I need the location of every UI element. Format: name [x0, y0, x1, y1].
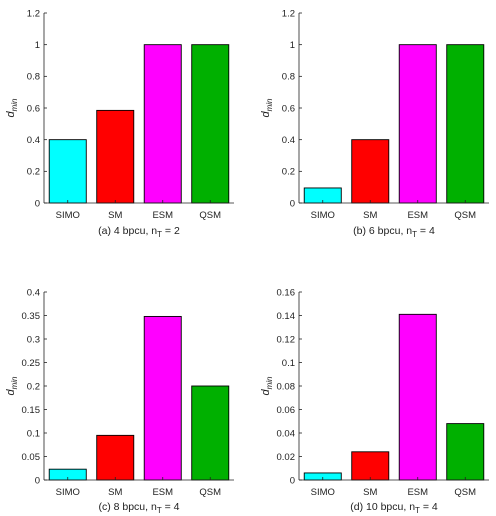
bar-esm	[398, 44, 437, 204]
y-tick-label: 0.4	[27, 135, 40, 146]
y-axis-label: dmin	[5, 376, 19, 396]
bar-esm	[143, 44, 182, 204]
y-tick-label: 0.2	[282, 167, 295, 178]
panel-caption: (c) 8 bpcu, nT = 4	[98, 501, 179, 515]
y-tick-label: 1	[35, 40, 40, 51]
y-tick-label: 0	[35, 475, 40, 486]
y-tick-label: 0.8	[27, 72, 40, 83]
x-tick-label: SIMO	[311, 210, 335, 221]
bar-sm	[96, 434, 135, 481]
y-tick-label: 0.2	[27, 167, 40, 178]
y-tick-label: 0.15	[22, 405, 41, 416]
bar-sm	[96, 109, 135, 204]
y-tick-label: 1.2	[27, 8, 40, 19]
y-axis-label: dmin	[5, 98, 19, 118]
panel-caption: (a) 4 bpcu, nT = 2	[98, 225, 180, 239]
y-tick-label: 0	[290, 198, 295, 209]
y-tick-label: 0.08	[277, 381, 296, 392]
chart-panel-2: 0 0.2 0.4 0.6 0.8 1 1.2 SIMO SM ESM QSM dmin (b) 6 b…	[260, 8, 489, 239]
x-tick-label: SIMO	[311, 487, 335, 498]
x-tick-label: ESM	[407, 210, 428, 221]
y-axis-label: dmin	[260, 376, 274, 396]
y-tick-label: 0.04	[277, 428, 296, 439]
y-tick-label: 0.8	[282, 72, 295, 83]
x-tick-label: SM	[363, 210, 377, 221]
bar-simo	[48, 139, 87, 204]
y-tick-label: 0.25	[22, 358, 41, 369]
y-tick-label: 0.14	[277, 311, 296, 322]
y-tick-label: 0.12	[277, 334, 296, 345]
bar-sm	[351, 451, 390, 481]
bar-qsm	[191, 44, 230, 204]
x-tick-label: ESM	[152, 210, 173, 221]
x-tick-label: SM	[108, 487, 122, 498]
bar-qsm	[191, 385, 230, 481]
bar-esm	[398, 313, 437, 481]
x-tick-label: SIMO	[56, 210, 80, 221]
bar-sm	[351, 139, 390, 204]
bar-qsm	[446, 44, 485, 204]
y-tick-label: 0.1	[27, 428, 40, 439]
y-tick-label: 0.4	[27, 287, 40, 298]
panel-caption: (d) 10 bpcu, nT = 4	[350, 501, 438, 515]
y-axis-label: dmin	[260, 98, 274, 118]
bar-esm	[143, 315, 182, 481]
y-tick-label: 0.4	[282, 135, 295, 146]
x-tick-label: ESM	[152, 487, 173, 498]
chart-panel-4: 0 0.02 0.04 0.06 0.08 0.1 0.12 0.14 0.16 SIMO SM ES…	[260, 287, 489, 515]
y-tick-label: 0.2	[27, 381, 40, 392]
x-tick-label: QSM	[454, 487, 476, 498]
y-tick-label: 0.06	[277, 405, 296, 416]
chart-panel-1: 0 0.2 0.4 0.6 0.8 1 1.2 SIMO SM ESM QSM dmin (a) 4 b…	[5, 8, 234, 239]
y-tick-label: 0	[35, 198, 40, 209]
y-tick-label: 0.6	[282, 103, 295, 114]
y-tick-label: 0.16	[277, 287, 296, 298]
x-tick-label: SIMO	[56, 487, 80, 498]
y-tick-label: 0.05	[22, 452, 41, 463]
y-tick-label: 0.35	[22, 311, 41, 322]
y-tick-label: 0.02	[277, 452, 296, 463]
y-tick-label: 1	[290, 40, 295, 51]
chart-panel-3: 0 0.05 0.1 0.15 0.2 0.25 0.3 0.35 0.4 SIMO SM ESM QS…	[5, 287, 234, 515]
x-tick-label: SM	[108, 210, 122, 221]
x-tick-label: QSM	[454, 210, 476, 221]
y-tick-label: 0.3	[27, 334, 40, 345]
panel-caption: (b) 6 bpcu, nT = 4	[353, 225, 435, 239]
bar-qsm	[446, 423, 485, 481]
y-tick-label: 0	[290, 475, 295, 486]
x-tick-label: QSM	[199, 487, 221, 498]
y-tick-label: 0.6	[27, 103, 40, 114]
x-tick-label: SM	[363, 487, 377, 498]
y-tick-label: 1.2	[282, 8, 295, 19]
x-tick-label: QSM	[199, 210, 221, 221]
y-tick-label: 0.1	[282, 358, 295, 369]
x-tick-label: ESM	[407, 487, 428, 498]
